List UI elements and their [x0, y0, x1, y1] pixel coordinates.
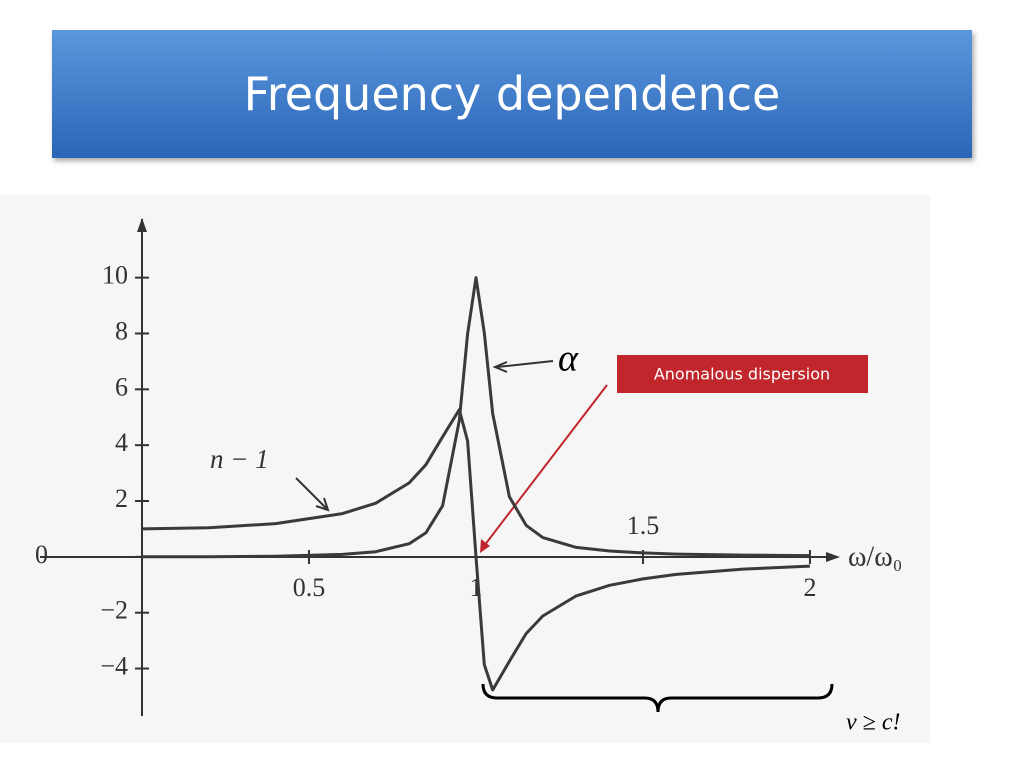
y-tick-label: −4	[100, 652, 128, 681]
y-tick-label: 8	[115, 316, 128, 345]
callout-text: Anomalous dispersion	[654, 365, 830, 384]
x-tick-label: 0.5	[293, 573, 326, 602]
callout-arrow	[483, 384, 608, 547]
slide-title: Frequency dependence	[52, 30, 972, 158]
y-tick-label: 6	[115, 372, 128, 401]
y-arrow	[137, 218, 147, 232]
line	[141, 408, 811, 692]
series-label-arrow	[295, 477, 330, 512]
y-tick-label: 10	[102, 261, 128, 290]
callout-arrowhead	[480, 539, 490, 553]
y-tick-label: −2	[100, 596, 128, 625]
x-axis-label: ω/ω₀	[848, 541, 902, 572]
series-label: α	[558, 338, 579, 380]
x-tick-label: 1.5	[627, 511, 660, 540]
y-tick-label: 2	[115, 484, 128, 513]
x-arrow	[826, 552, 840, 562]
y-tick-label: 0	[35, 540, 48, 569]
x-tick-label: 2	[803, 573, 816, 602]
series-label: n − 1	[210, 444, 269, 474]
y-tick-label: 4	[115, 428, 128, 457]
series-label-arrow	[492, 360, 554, 373]
line	[141, 276, 811, 559]
brace	[481, 683, 834, 713]
figure-background	[0, 195, 930, 743]
annotation: v ≥ c!	[846, 710, 900, 736]
callout-box	[617, 355, 868, 393]
